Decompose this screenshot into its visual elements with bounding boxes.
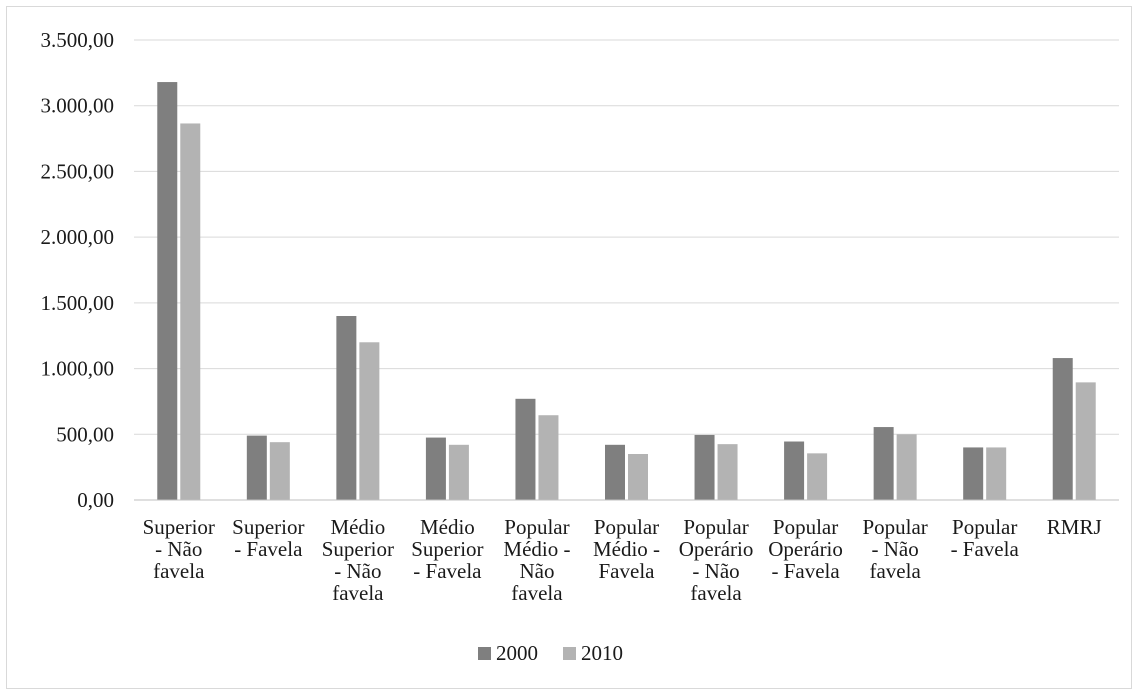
bar-2010-5 — [628, 454, 648, 500]
bar-chart: 0,00 500,00 1.000,00 1.500,00 2.000,00 2.500,… — [41, 28, 1119, 665]
category-label-line: Não — [519, 559, 554, 583]
category-label-line: - Não — [872, 537, 919, 561]
bar-2010-6 — [717, 444, 738, 500]
category-label-line: Superior — [232, 515, 304, 539]
category-label-line: Médio - — [593, 537, 660, 561]
y-axis-tick-labels: 0,00 500,00 1.000,00 1.500,00 2.000,00 2.500,… — [41, 28, 115, 512]
category-label-line: Médio - — [503, 537, 570, 561]
y-tick-label: 0,00 — [77, 488, 114, 512]
category-label-line: Popular — [952, 515, 1017, 539]
legend-label-2000: 2000 — [496, 641, 538, 665]
bar-2010-0 — [180, 123, 201, 500]
bar-2000-6 — [694, 434, 715, 500]
category-label-line: Operário — [768, 537, 843, 561]
category-label-line: Superior — [411, 537, 483, 561]
category-label-line: - Favela — [413, 559, 482, 583]
bar-2010-10 — [1075, 382, 1096, 500]
bar-2000-5 — [605, 444, 625, 500]
category-label: Popular - Favela — [951, 515, 1020, 561]
bar-2000-10 — [1052, 358, 1073, 500]
y-tick-label: 2.500,00 — [41, 159, 115, 183]
category-label-line: favela — [153, 559, 205, 583]
bar-2000-4 — [515, 398, 536, 500]
bar-2000-8 — [873, 427, 894, 500]
category-label-line: Superior — [322, 537, 394, 561]
category-label-line: - Favela — [951, 537, 1020, 561]
y-tick-label: 2.000,00 — [41, 225, 115, 249]
legend-swatch-2010 — [563, 647, 576, 660]
category-label: Popular - Não favela — [862, 515, 927, 583]
category-label-line: Popular — [862, 515, 927, 539]
category-label-line: favela — [511, 581, 563, 605]
category-label-line: - Favela — [234, 537, 303, 561]
bars — [157, 82, 1096, 501]
bar-2010-8 — [896, 434, 917, 500]
y-tick-label: 1.000,00 — [41, 357, 115, 381]
category-label: Médio Superior - Não favela — [322, 515, 394, 605]
grid-lines — [134, 39, 1119, 435]
legend-swatch-2000 — [478, 647, 491, 660]
category-label-line: Médio — [330, 515, 385, 539]
chart-frame: 0,00 500,00 1.000,00 1.500,00 2.000,00 2.500,… — [6, 6, 1132, 689]
bar-2000-7 — [784, 441, 805, 500]
category-label: Popular Operário - Favela — [768, 515, 843, 583]
category-label-line: Superior — [143, 515, 215, 539]
bar-2010-2 — [359, 342, 380, 500]
bar-2010-9 — [986, 447, 1007, 500]
legend-label-2010: 2010 — [581, 641, 623, 665]
category-label: Popular Médio -Favela — [593, 515, 660, 583]
legend: 2000 2010 — [478, 641, 623, 665]
category-label-line: - Não — [155, 537, 202, 561]
category-label: RMRJ — [1047, 515, 1102, 539]
category-label-line: Popular — [594, 515, 659, 539]
bar-2000-0 — [157, 82, 178, 501]
category-label-line: - Não — [692, 559, 739, 583]
category-label-line: - Favela — [771, 559, 840, 583]
category-label: Popular Médio -Não favela — [503, 515, 570, 605]
bar-2010-1 — [269, 442, 290, 500]
bar-2010-4 — [538, 415, 559, 500]
category-label-line: Operário — [679, 537, 754, 561]
category-label-line: favela — [690, 581, 742, 605]
bar-2000-1 — [246, 435, 267, 500]
category-label-line: Popular — [504, 515, 569, 539]
category-label: Popular Operário - Não favela — [679, 515, 754, 605]
y-tick-label: 500,00 — [56, 422, 114, 446]
category-label-line: RMRJ — [1047, 515, 1102, 539]
category-label-line: Popular — [773, 515, 838, 539]
bar-2010-7 — [807, 453, 828, 500]
bar-2010-3 — [448, 444, 469, 500]
category-label-line: Popular — [683, 515, 748, 539]
y-tick-label: 3.000,00 — [41, 94, 115, 118]
category-label: Médio Superior - Favela — [411, 515, 483, 583]
category-label-line: - Não — [334, 559, 381, 583]
y-tick-label: 3.500,00 — [41, 28, 115, 52]
bar-2000-2 — [336, 316, 357, 500]
category-label: Superior - Favela — [232, 515, 304, 561]
category-label-line: Médio — [420, 515, 475, 539]
category-label-line: favela — [869, 559, 921, 583]
bar-2000-3 — [425, 437, 446, 500]
y-tick-label: 1.500,00 — [41, 291, 115, 315]
category-label-line: favela — [332, 581, 384, 605]
category-label-line: Favela — [599, 559, 656, 583]
bar-2000-9 — [963, 447, 984, 500]
category-label: Superior - Não favela — [143, 515, 215, 583]
